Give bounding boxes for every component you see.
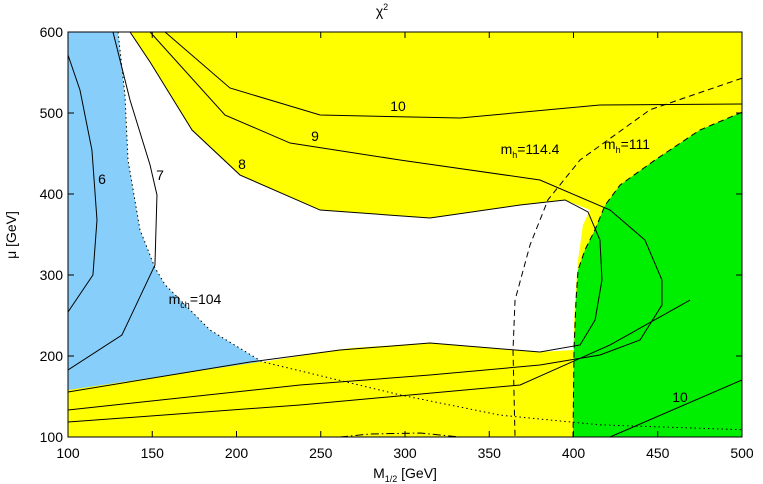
- label-sub: h: [512, 150, 517, 160]
- contour-label: 6: [98, 171, 106, 187]
- label-main: m: [501, 141, 513, 157]
- y-tick-label: 400: [40, 186, 64, 202]
- contour-line: [68, 32, 158, 371]
- y-tick-label: 600: [40, 24, 64, 40]
- contour-label: mh=111: [604, 136, 650, 155]
- x-tick-label: 200: [225, 445, 249, 461]
- label-sub: 1/2: [385, 474, 398, 484]
- region: [118, 32, 591, 362]
- region: [68, 32, 262, 391]
- label-sub: ch: [180, 300, 190, 310]
- x-tick-label: 350: [478, 445, 502, 461]
- label-main: m: [604, 136, 616, 152]
- label-rest: [GeV]: [397, 465, 437, 481]
- x-tick-label: 500: [730, 445, 754, 461]
- x-tick-label: 400: [562, 445, 586, 461]
- contour-line: [572, 111, 742, 437]
- region: [572, 112, 742, 437]
- label-sup: 2: [383, 2, 388, 12]
- contour-label: mh=114.4: [501, 141, 560, 160]
- x-tick-label: 100: [56, 445, 80, 461]
- label-main: χ: [376, 3, 384, 19]
- label-main: 10: [390, 98, 406, 114]
- label-main: 8: [238, 156, 246, 172]
- label-main: m: [169, 291, 181, 307]
- label-rest: =114.4: [517, 141, 559, 157]
- y-axis-label: μ [GeV]: [3, 211, 19, 259]
- contour-line: [68, 32, 603, 393]
- y-tick-label: 300: [40, 267, 64, 283]
- contour-line: [117, 32, 742, 431]
- label-main: 6: [98, 171, 106, 187]
- contour-label: 8: [238, 156, 246, 172]
- contour-label: mch=104: [169, 291, 222, 310]
- contour-label: 9: [311, 128, 319, 144]
- x-tick-label: 150: [141, 445, 165, 461]
- chart-title: χ2: [376, 2, 388, 19]
- x-tick-label: 250: [309, 445, 333, 461]
- label-rest: =104: [190, 291, 222, 307]
- label-main: 9: [311, 128, 319, 144]
- x-axis-label: M1/2 [GeV]: [373, 465, 437, 484]
- contour-line: [68, 299, 691, 423]
- y-tick-label: 100: [40, 429, 64, 445]
- y-tick-label: 500: [40, 105, 64, 121]
- label-main: 10: [672, 389, 688, 405]
- contour-line: [68, 32, 663, 411]
- contour-label: 10: [390, 98, 406, 114]
- contour-line: [339, 432, 461, 437]
- label-main: M: [373, 465, 385, 481]
- contour-label: 7: [156, 167, 164, 183]
- label-main: 7: [156, 167, 164, 183]
- x-tick-label: 300: [393, 445, 417, 461]
- contour-label: 10: [672, 389, 688, 405]
- y-tick-label: 200: [40, 348, 64, 364]
- x-tick-label: 450: [646, 445, 670, 461]
- label-rest: =111: [621, 136, 651, 152]
- contour-line: [512, 77, 742, 437]
- label-sub: h: [616, 145, 621, 155]
- contour-line: [164, 32, 742, 119]
- plot: [68, 32, 742, 437]
- contour-line: [68, 54, 98, 313]
- contour-line: [609, 379, 742, 437]
